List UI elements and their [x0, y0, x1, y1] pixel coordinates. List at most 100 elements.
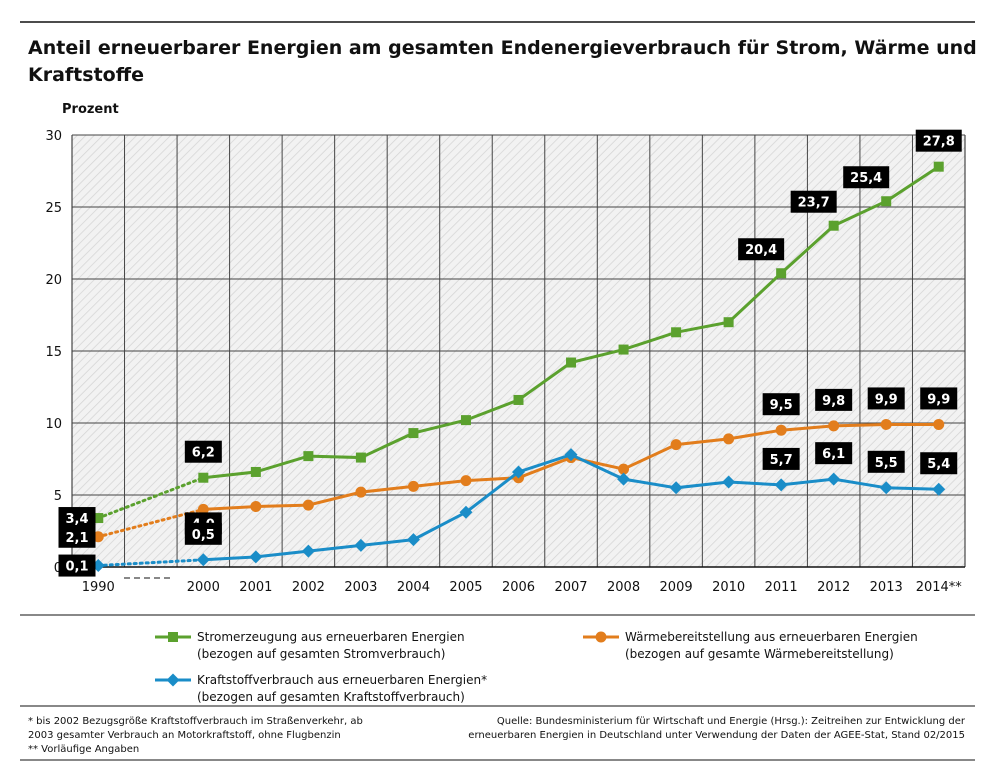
x-tick-label: 2005 — [449, 580, 482, 595]
marker — [933, 418, 945, 430]
value-label-box — [920, 387, 958, 410]
gap-connector — [96, 558, 205, 568]
marker — [459, 505, 473, 519]
marker — [827, 472, 841, 486]
value-label: 23,7 — [798, 196, 830, 211]
x-tick-label: 2009 — [660, 580, 693, 595]
marker — [564, 448, 578, 462]
x-tick-label: 2007 — [554, 580, 587, 595]
value-label-box — [843, 166, 890, 189]
marker — [355, 486, 367, 498]
y-axis-label: Prozent — [62, 102, 119, 117]
value-label: 9,5 — [770, 398, 793, 413]
value-label: 20,4 — [745, 243, 777, 258]
marker — [513, 394, 524, 405]
marker — [197, 503, 209, 515]
x-tick-label: 2003 — [344, 580, 377, 595]
marker — [595, 631, 607, 643]
marker — [618, 463, 630, 475]
value-label-box — [58, 507, 96, 530]
marker — [355, 452, 366, 463]
legend-note: (bezogen auf gesamten Stromverbrauch) — [197, 647, 445, 661]
y-tick-label: 20 — [45, 273, 62, 288]
marker — [406, 533, 420, 547]
marker — [774, 478, 788, 492]
x-tick-label: 2000 — [187, 580, 220, 595]
marker — [92, 531, 104, 543]
marker — [301, 544, 315, 558]
value-label-box — [58, 554, 96, 577]
legend-note: (bezogen auf gesamte Wärmebereitstellung… — [625, 647, 894, 661]
marker — [250, 466, 261, 477]
y-tick-label: 15 — [45, 345, 62, 360]
value-label: 5,7 — [770, 453, 793, 468]
value-label: 27,8 — [923, 135, 955, 150]
x-tick-label: 2002 — [292, 580, 325, 595]
y-tick-label: 5 — [54, 489, 62, 504]
marker — [879, 481, 893, 495]
marker — [670, 439, 682, 451]
chart-title: Anteil erneuerbarer Energien am gesamten… — [28, 37, 977, 86]
value-label-box — [762, 447, 800, 470]
marker — [302, 499, 314, 511]
value-label: 9,9 — [875, 392, 898, 407]
marker — [168, 632, 178, 642]
x-tick-label: 2014** — [916, 580, 963, 595]
value-label-box — [58, 525, 96, 548]
marker — [196, 553, 210, 567]
marker — [775, 424, 787, 436]
value-label-box — [867, 387, 905, 410]
marker — [354, 538, 368, 552]
gap-connector — [96, 476, 205, 520]
marker — [723, 317, 734, 328]
source: Quelle: Bundesministerium für Wirtschaft… — [497, 716, 966, 727]
legend-label: Stromerzeugung aus erneuerbaren Energien — [197, 630, 465, 644]
marker — [671, 327, 682, 338]
value-label-box — [815, 388, 853, 411]
value-label-box — [815, 442, 853, 465]
x-tick-label: 2013 — [870, 580, 903, 595]
value-label: 6,1 — [822, 447, 845, 462]
x-tick-label: 2006 — [502, 580, 535, 595]
value-label-box — [915, 129, 962, 152]
y-tick-label: 0 — [54, 561, 62, 576]
x-tick-label: 2001 — [239, 580, 272, 595]
value-label: 5,4 — [927, 457, 950, 472]
value-label: 9,8 — [822, 394, 845, 409]
value-label-box — [184, 440, 222, 463]
value-label: 3,4 — [65, 512, 88, 527]
value-label: 9,9 — [927, 392, 950, 407]
marker — [776, 268, 787, 279]
marker — [166, 673, 180, 687]
value-label: 5,5 — [875, 456, 898, 471]
value-label: 2,1 — [65, 531, 88, 546]
marker — [250, 501, 262, 513]
footnote: ** Vorläufige Angaben — [28, 744, 139, 755]
marker — [880, 418, 892, 430]
title-line: Anteil erneuerbarer Energien am gesamten… — [28, 37, 977, 59]
value-label: 6,2 — [192, 446, 215, 461]
marker — [460, 415, 471, 426]
x-tick-label: 2011 — [765, 580, 798, 595]
marker — [932, 482, 946, 496]
footnote: 2003 gesamter Verbrauch an Motorkraftsto… — [28, 730, 341, 741]
marker — [93, 513, 104, 524]
x-tick-label: 2008 — [607, 580, 640, 595]
marker — [881, 196, 892, 207]
value-label-box — [762, 393, 800, 416]
value-label: 0,5 — [192, 528, 215, 543]
marker — [566, 357, 577, 368]
marker — [669, 481, 683, 495]
marker — [828, 220, 839, 231]
y-tick-label: 30 — [45, 129, 62, 144]
marker — [460, 475, 472, 487]
source: erneuerbaren Energien in Deutschland unt… — [468, 730, 965, 741]
marker — [512, 465, 525, 479]
y-tick-label: 25 — [45, 201, 62, 216]
y-tick-label: 10 — [45, 417, 62, 432]
x-tick-label: 2012 — [817, 580, 850, 595]
marker — [198, 472, 209, 483]
value-label-box — [738, 238, 785, 261]
marker — [618, 344, 629, 355]
